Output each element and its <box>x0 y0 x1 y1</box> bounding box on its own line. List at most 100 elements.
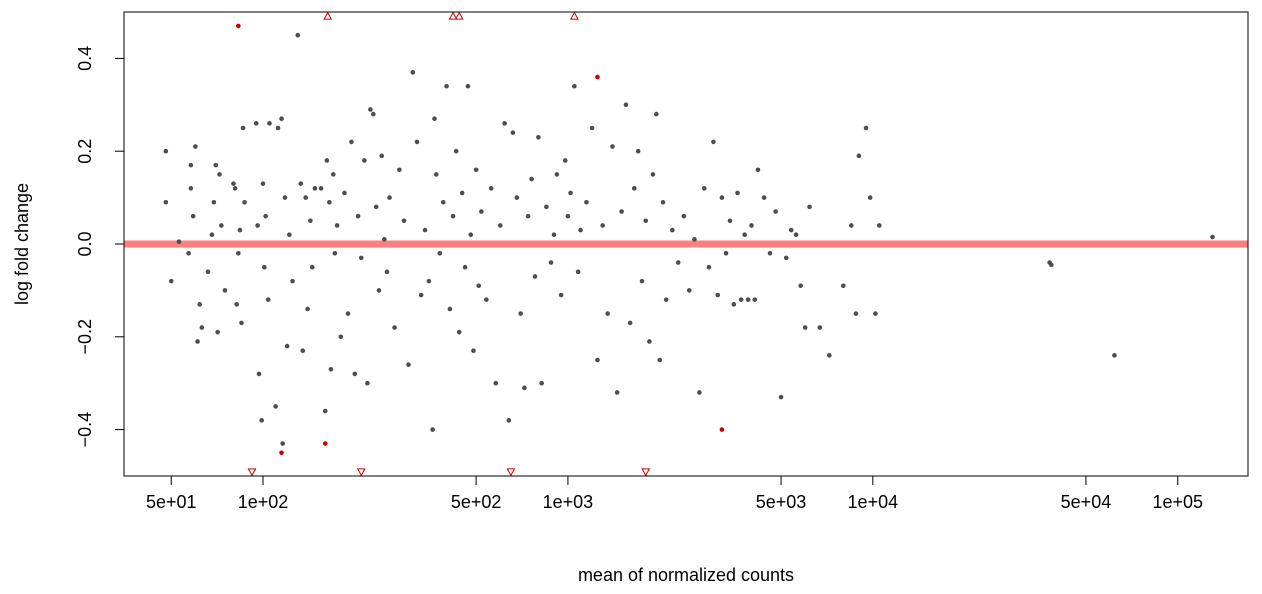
gene-point <box>376 288 382 293</box>
gene-point <box>342 190 347 196</box>
gene-point <box>761 195 767 200</box>
gene-point <box>222 288 228 293</box>
gene-point <box>650 172 656 177</box>
gene-point <box>575 269 581 275</box>
y-tick-label: −0.2 <box>75 319 95 355</box>
gene-point <box>275 125 281 131</box>
gene-point <box>193 144 198 149</box>
gene-point <box>568 190 573 196</box>
gene-point <box>371 111 376 117</box>
gene-point <box>783 255 789 261</box>
gene-point <box>788 227 794 233</box>
gene-point <box>755 167 761 173</box>
gene-point <box>280 441 285 446</box>
significant-gene-point <box>279 450 284 456</box>
gene-point <box>548 260 554 265</box>
gene-point <box>647 339 652 344</box>
gene-point <box>731 302 737 307</box>
gene-point <box>719 195 725 200</box>
gene-point <box>614 390 620 395</box>
x-tick-label: 5e+04 <box>1061 492 1112 512</box>
gene-point <box>752 297 758 302</box>
gene-point <box>384 269 390 275</box>
out-of-range-up-marker <box>569 11 579 20</box>
gene-point <box>493 380 499 386</box>
out-of-range-down-marker <box>506 468 516 477</box>
gene-point <box>287 232 292 238</box>
gene-point <box>308 218 313 224</box>
gene-point <box>305 306 310 312</box>
gene-point <box>738 297 744 302</box>
gene-point <box>240 125 246 131</box>
gene-point <box>876 223 882 228</box>
gene-point <box>279 116 284 122</box>
gene-point <box>273 404 278 409</box>
points-layer <box>163 11 1215 477</box>
gene-point <box>213 162 219 168</box>
gene-point <box>217 172 222 177</box>
x-tick-label: 1e+05 <box>1152 492 1203 512</box>
gene-point <box>639 278 645 284</box>
gene-point <box>715 292 721 298</box>
gene-point <box>205 269 211 275</box>
gene-point <box>456 329 462 335</box>
gene-point <box>168 278 174 284</box>
gene-point <box>627 320 633 326</box>
gene-point <box>849 223 854 228</box>
out-of-range-up-marker <box>323 11 333 20</box>
gene-point <box>867 195 873 200</box>
gene-point <box>295 32 301 38</box>
gene-point <box>312 186 318 191</box>
gene-point <box>422 227 428 233</box>
gene-point <box>284 343 290 349</box>
gene-point <box>459 190 465 196</box>
gene-point <box>471 348 476 354</box>
gene-point <box>239 320 244 326</box>
gene-point <box>352 371 358 377</box>
gene-point <box>397 167 402 173</box>
gene-point <box>479 209 484 214</box>
gene-point <box>453 148 459 154</box>
x-tick-label: 1e+02 <box>238 492 289 512</box>
gene-point <box>437 250 443 256</box>
gene-point <box>767 250 773 256</box>
x-axis: 5e+01 1e+02 5e+02 1e+03 5e+03 1e+04 5e+04 1e+05 <box>146 475 1203 512</box>
gene-point <box>589 125 595 131</box>
gene-point <box>332 250 338 256</box>
gene-point <box>387 195 392 200</box>
gene-point <box>502 121 507 126</box>
significant-gene-point <box>322 441 328 446</box>
gene-point <box>256 371 262 377</box>
gene-point <box>190 213 196 219</box>
gene-point <box>827 353 832 358</box>
gene-point <box>525 213 531 219</box>
x-tick-label: 5e+01 <box>146 492 197 512</box>
gene-point <box>514 195 520 200</box>
gene-point <box>706 264 712 270</box>
gene-point <box>265 297 271 302</box>
gene-point <box>290 278 295 284</box>
gene-point <box>619 209 624 214</box>
out-of-range-down-marker <box>356 468 366 477</box>
gene-point <box>401 218 407 224</box>
gene-point <box>536 134 541 140</box>
gene-point <box>544 204 549 210</box>
gene-point <box>584 199 589 205</box>
gene-point <box>840 283 846 289</box>
gene-point <box>373 204 379 210</box>
gene-point <box>368 107 373 112</box>
gene-point <box>309 264 315 270</box>
gene-point <box>237 227 243 233</box>
gene-point <box>253 121 259 126</box>
gene-point <box>392 325 397 330</box>
gene-point <box>473 167 479 173</box>
gene-point <box>1049 262 1054 268</box>
gene-point <box>510 130 516 135</box>
gene-point <box>605 311 610 316</box>
gene-point <box>643 218 649 224</box>
gene-point <box>231 181 236 186</box>
gene-point <box>232 186 238 191</box>
gene-point <box>853 311 859 316</box>
gene-point <box>188 186 194 191</box>
gene-point <box>742 232 748 238</box>
